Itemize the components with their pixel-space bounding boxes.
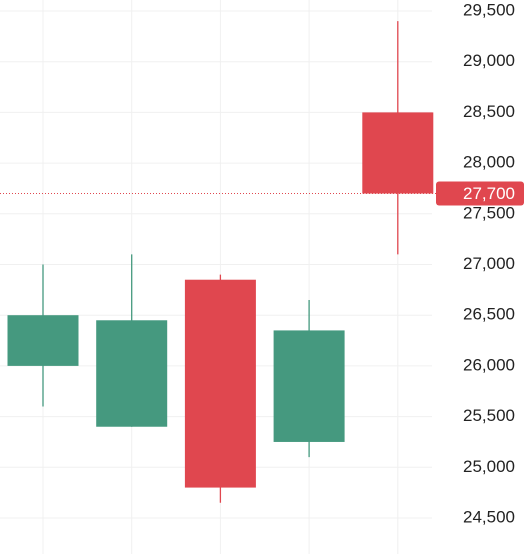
y-tick-label: 27,000 [463, 254, 515, 273]
last-price-box [436, 181, 524, 206]
y-tick-label: 28,000 [463, 153, 515, 172]
y-tick-label: 29,000 [463, 51, 515, 70]
y-tick-label: 25,500 [463, 406, 515, 425]
y-tick-label: 24,500 [463, 507, 515, 526]
candle-body [96, 320, 168, 427]
y-tick-label: 29,500 [463, 0, 515, 19]
y-tick-label: 28,500 [463, 102, 515, 121]
candle-body [362, 112, 434, 194]
candle-body [273, 330, 345, 442]
y-tick-label: 26,500 [463, 305, 515, 324]
y-tick-label: 27,500 [463, 203, 515, 222]
candle-body [7, 315, 79, 366]
last-price-label: 27,700 [463, 184, 515, 203]
candle-body [184, 279, 256, 488]
y-tick-label: 25,000 [463, 457, 515, 476]
y-tick-label: 26,000 [463, 355, 515, 374]
